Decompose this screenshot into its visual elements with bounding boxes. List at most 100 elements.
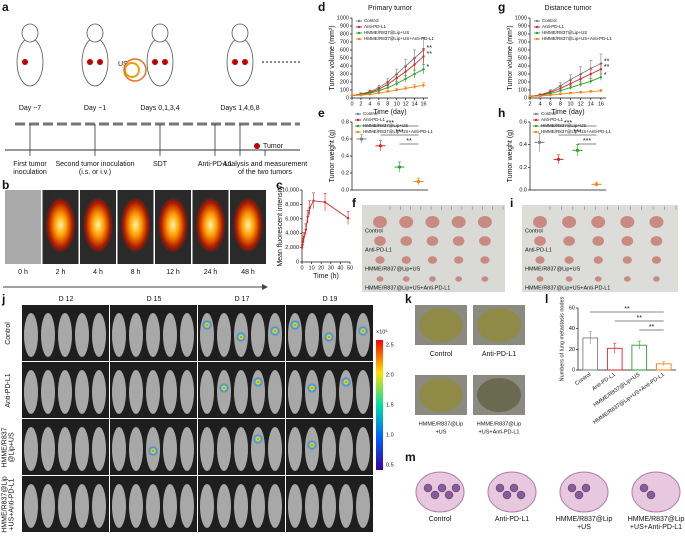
mouse — [75, 484, 89, 528]
mouse — [41, 313, 55, 357]
x-tick-label: 10 — [394, 101, 400, 107]
day-label: D 12 — [59, 296, 74, 303]
mouse — [268, 484, 282, 528]
marker — [589, 90, 592, 93]
marker — [395, 82, 398, 85]
mean-dot — [397, 165, 402, 169]
mouse — [339, 313, 353, 357]
mouse — [217, 313, 231, 357]
lung — [477, 308, 521, 342]
y-axis-label: Tumor volume (mm³) — [507, 25, 514, 90]
tumor-sample — [565, 276, 573, 282]
mouse — [251, 427, 265, 471]
colorbar-tick: 2.5 — [386, 342, 394, 348]
lung-label: Control — [430, 351, 453, 358]
mouse — [129, 484, 143, 528]
y-tick-label: 600 — [340, 47, 349, 53]
line — [529, 90, 601, 97]
x-tick-label: 16 — [598, 101, 604, 107]
mouse — [268, 427, 282, 471]
mouse — [180, 370, 194, 414]
mouse — [200, 370, 214, 414]
y-tick-label: 600 — [518, 47, 527, 53]
nodule — [581, 483, 591, 493]
y-tick-label: 200 — [340, 79, 349, 85]
panel-letter: d — [318, 0, 325, 14]
mouse — [112, 484, 126, 528]
mouse-head — [86, 23, 104, 43]
annotation: * — [427, 64, 430, 71]
mouse — [288, 313, 302, 357]
tumor — [97, 59, 103, 65]
y-tick-label: 800 — [340, 31, 349, 37]
mouse — [92, 484, 106, 528]
y-tick-label: 900 — [518, 23, 527, 29]
legend-marker — [535, 31, 539, 35]
y-tick-label: 400 — [518, 63, 527, 69]
day-label: Days 1,4,6,8 — [220, 105, 259, 112]
y-tick-label: 1000 — [515, 15, 527, 21]
marker — [323, 201, 327, 204]
mouse — [180, 427, 194, 471]
time-label: 12 h — [166, 269, 180, 276]
x-tick-label: 6 — [377, 101, 380, 107]
y-axis-label: Tumor volume (mm³) — [329, 25, 336, 90]
step-label: inoculation — [13, 169, 47, 176]
y-tick-label: 300 — [518, 71, 527, 77]
mouse — [112, 370, 126, 414]
legend-label: HMME/R837@Lip+US+Anti-PD-L1 — [541, 129, 611, 134]
row-label: HMME/R837 — [1, 427, 8, 467]
mouse — [146, 370, 160, 414]
tumor-sample — [426, 236, 439, 246]
tumor — [232, 59, 238, 65]
us-label: US — [118, 61, 128, 68]
x-tick-label: 6 — [549, 101, 552, 107]
x-tick-label: 20 — [318, 265, 324, 271]
y-tick-label: 700 — [518, 39, 527, 45]
annotation: ** — [604, 58, 610, 65]
mean-dot — [594, 182, 599, 186]
marker — [306, 215, 309, 218]
legend-label: HMME/R837@Lip+US — [541, 123, 586, 128]
marker — [549, 94, 552, 97]
marker — [404, 87, 407, 90]
day-label: D 19 — [323, 296, 338, 303]
y-tick-label: 0.4 — [341, 153, 349, 159]
annotation: *** — [583, 138, 591, 145]
marker — [579, 77, 582, 81]
tumor-sample — [591, 216, 606, 228]
y-tick-label: 2,000 — [285, 245, 299, 251]
x-tick-label: 14 — [412, 101, 418, 107]
y-tick-label: 0.4 — [519, 142, 527, 148]
mouse — [217, 427, 231, 471]
marker — [301, 240, 305, 244]
marker — [404, 70, 407, 73]
mouse — [41, 370, 55, 414]
mouse — [251, 313, 265, 357]
tumor-sample — [376, 276, 384, 282]
y-tick-label: 900 — [340, 23, 349, 29]
marker — [359, 94, 363, 97]
mouse — [75, 427, 89, 471]
legend-marker — [535, 19, 539, 23]
tumor-sample — [481, 276, 489, 282]
x-tick-label: 8 — [386, 101, 389, 107]
marker — [350, 94, 354, 97]
mouse — [163, 484, 177, 528]
x-tick-label: 8 — [559, 101, 562, 107]
ultrasound-wave — [124, 62, 140, 78]
x-tick-label: 2 — [359, 101, 362, 107]
mean-dot — [378, 144, 383, 148]
y-tick-label: 800 — [518, 31, 527, 37]
annotation: *** — [386, 120, 394, 127]
legend-label: Anti-PD-L1 — [541, 117, 564, 122]
signal — [307, 383, 317, 393]
mean-dot — [556, 157, 561, 161]
histology — [487, 471, 537, 513]
time-label: 24 h — [204, 269, 218, 276]
x-axis-label: Time (h) — [313, 273, 339, 280]
y-tick-label: 6,000 — [285, 216, 299, 222]
panel-letter: h — [498, 106, 505, 120]
legend-marker — [534, 112, 538, 116]
marker — [346, 216, 350, 220]
